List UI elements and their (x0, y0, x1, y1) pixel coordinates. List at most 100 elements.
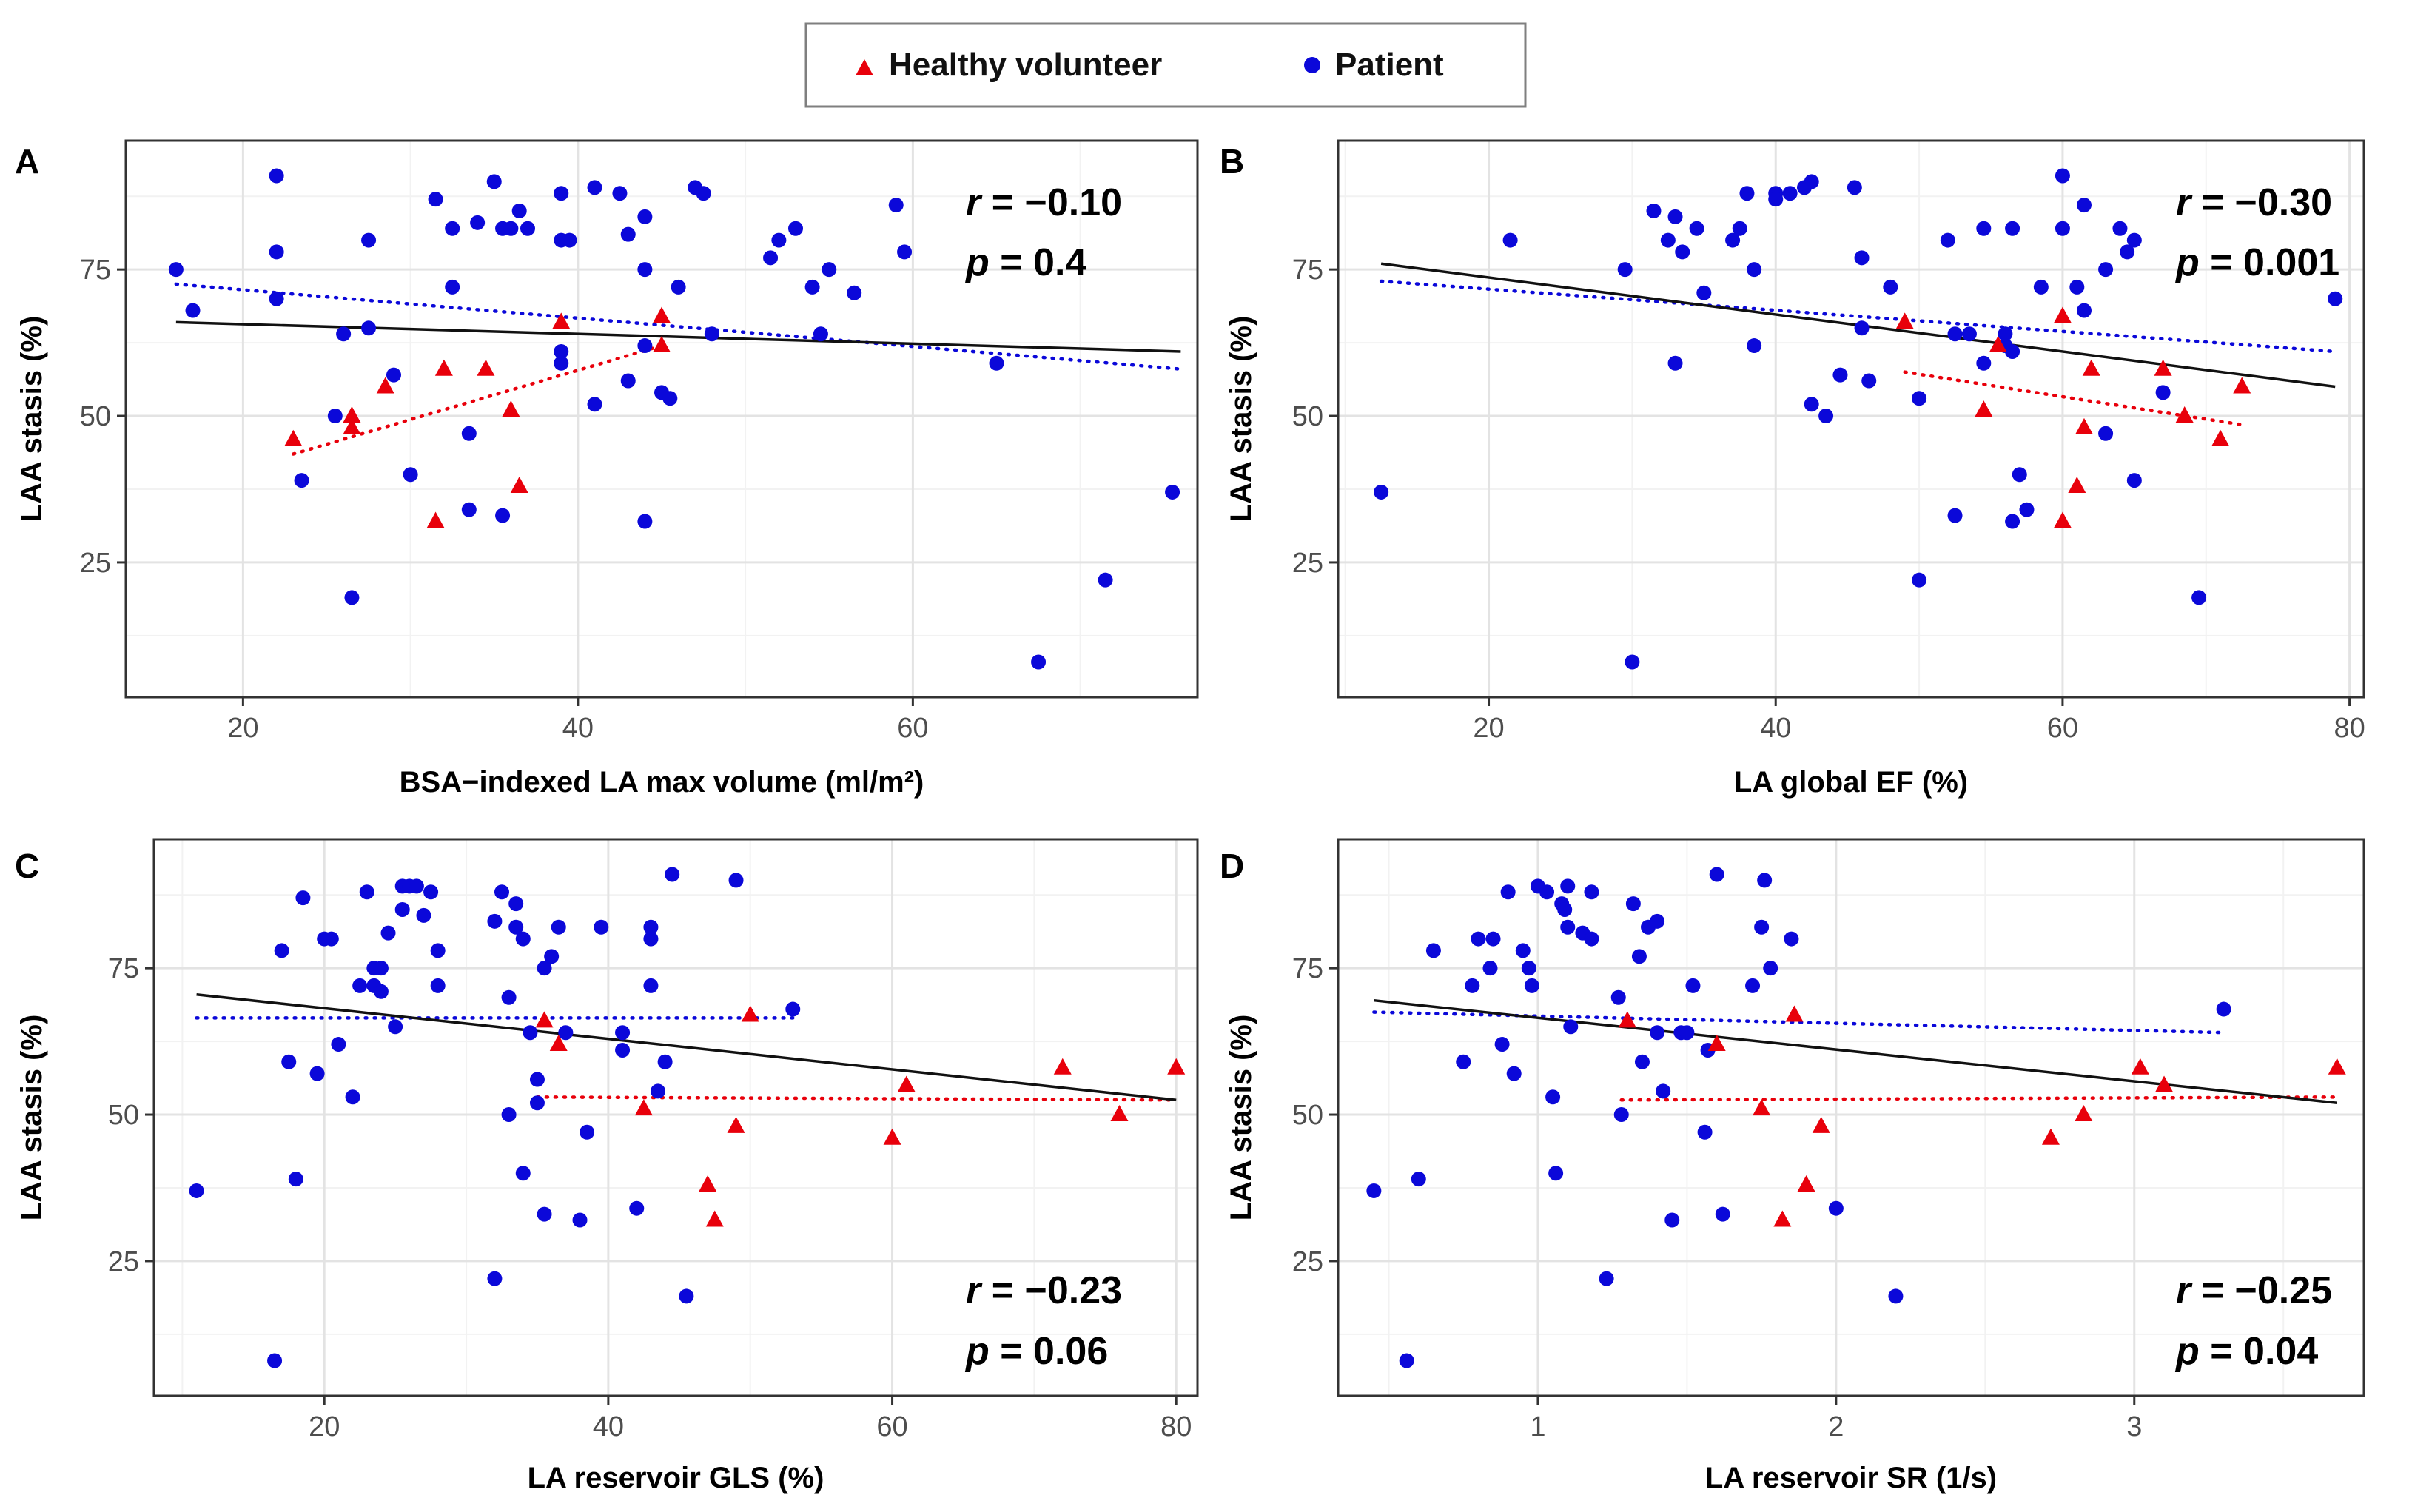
panel-b-patient-point (1502, 232, 1518, 248)
panel-d-patient-point (1521, 961, 1536, 976)
panel-c-patient-point (551, 919, 566, 935)
panel-c-healthy-point (634, 1099, 653, 1116)
panel-c-healthy-fit-line (535, 1095, 1178, 1102)
panel-a-patient-point (168, 262, 184, 278)
panel-d-healthy-point (1618, 1011, 1636, 1028)
panel-b-patient-point (1861, 373, 1877, 389)
legend-patient-marker (1304, 57, 1320, 73)
panel-c-healthy-point (883, 1128, 901, 1145)
panel-d-healthy-point (1785, 1005, 1804, 1022)
panel-c-patient-point (785, 1001, 801, 1017)
panel-c-healthy-point (1167, 1058, 1186, 1075)
panel-a-healthy-point (343, 417, 361, 434)
panel-d-healthy-fit-line (1619, 1095, 2339, 1102)
panel-c-patient-point (501, 1107, 517, 1123)
panel-d-patient-point (1515, 943, 1531, 958)
panel-c-xlabel: LA reservoir GLS (%) (528, 1462, 824, 1494)
panel-a-patient-point (620, 226, 636, 242)
panel-c-healthy-point (549, 1035, 568, 1052)
panel-b-patient-point (1696, 285, 1712, 300)
panel-b-patient-point (2077, 303, 2092, 318)
panel-d-x-tick-label: 1 (1530, 1411, 1545, 1442)
panel-b-patient-point (1617, 262, 1633, 278)
panel-b-patient-point (1768, 192, 1784, 207)
panel-a: A 20 40 60 25 50 75 BSA−indexed LA max volume… (15, 139, 1199, 799)
panel-c-patient-point (430, 943, 446, 958)
panel-a-patient-point (897, 244, 913, 260)
panel-c-patient-point (523, 1025, 538, 1041)
panel-a-healthy-point (434, 359, 453, 376)
panel-b-y-tick-label: 50 (1292, 401, 1323, 432)
panel-d-patient-point (1625, 896, 1641, 912)
panel-a-frame (124, 139, 1199, 699)
legend: Healthy volunteer Patient (804, 22, 1527, 108)
panel-a-patient-point (336, 326, 352, 342)
panel-c-patient-point (651, 1083, 666, 1099)
panel-c-healthy-point (897, 1075, 916, 1092)
panel-c-y-tick-label: 75 (108, 953, 139, 984)
panel-c-overall-fit-line (196, 993, 1177, 1101)
panel-a-patient-point (554, 343, 569, 359)
panel-b-points (1374, 168, 2343, 670)
panel-b-patient-point (1947, 326, 1963, 342)
panel-a-patient-point (386, 367, 401, 383)
panel-d: D 1 2 3 25 50 75 LA reservoir SR (1/s) LAA st… (1220, 838, 2365, 1494)
panel-a-fit-lines (174, 282, 1183, 456)
panel-c-patient-point (352, 978, 368, 993)
panel-d-patient-point (2216, 1001, 2231, 1017)
panel-a-patient-point (185, 303, 201, 318)
panel-b-patient-point (1725, 232, 1741, 248)
panel-b-ylabel: LAA stasis (%) (1225, 316, 1257, 523)
panel-c-x-tick-label: 40 (593, 1411, 624, 1442)
panel-b-patient-point (2155, 385, 2171, 400)
panel-c-healthy-point (535, 1011, 554, 1028)
panel-b-patient-point (2126, 232, 2142, 248)
panel-b-patient-point (1646, 203, 1662, 218)
panel-b-patient-point (2055, 221, 2070, 236)
panel-b-patient-point (2012, 467, 2027, 483)
panel-c-points (189, 867, 1186, 1368)
panel-d-patient-point (1757, 873, 1773, 888)
panel-a-patient-point (989, 355, 1004, 371)
panel-d-patient-point (1482, 961, 1498, 976)
panel-a-patient-point (269, 244, 284, 260)
panel-a-patient-point (637, 209, 653, 224)
panel-d-patient-point (1500, 884, 1516, 900)
panel-b-x-tick-label: 40 (1760, 713, 1791, 744)
panel-b-patient-point (1660, 232, 1676, 248)
panel-d-healthy-point (1707, 1035, 1726, 1052)
panel-c-healthy-point (727, 1116, 745, 1133)
panel-d-patient-point (1650, 913, 1665, 929)
panel-d-healthy-point (2075, 1105, 2093, 1122)
legend-healthy-label: Healthy volunteer (889, 47, 1162, 83)
panel-c-healthy-point (705, 1210, 724, 1227)
panel-d-healthy-point (2328, 1058, 2346, 1075)
panel-b-healthy-point (2053, 306, 2072, 323)
panel-d-patient-point (1709, 867, 1724, 882)
panel-c-patient-point (281, 1054, 297, 1069)
panel-a-patient-point (361, 320, 377, 336)
panel-c-patient-point (580, 1124, 595, 1140)
panel-d-patient-point (1456, 1054, 1471, 1069)
panel-d-patient-point (1650, 1025, 1665, 1041)
legend-patient-label: Patient (1335, 47, 1444, 83)
panel-b-patient-point (1998, 326, 2013, 342)
panel-c-patient-point (508, 896, 524, 912)
panel-c-patient-point (373, 984, 389, 999)
panel-b-frame (1337, 139, 2365, 699)
panel-c-patient-point (323, 931, 339, 947)
panel-c-patient-point (615, 1042, 631, 1058)
panel-d-patient-point (1685, 978, 1701, 993)
panel-c-x-tick-label: 80 (1160, 1411, 1192, 1442)
panel-c-healthy-point (699, 1175, 717, 1192)
panel-b-healthy-point (2068, 477, 2086, 494)
panel-d-patient-point (1679, 1025, 1695, 1041)
panel-b-patient-point (2005, 343, 2020, 359)
panel-d-patient-point (1634, 1054, 1650, 1069)
panel-b-patient-point (1747, 338, 1762, 354)
panel-c-patient-point (423, 884, 439, 900)
panel-d-ticks: 1 2 3 25 50 75 (1292, 953, 2143, 1442)
panel-b-patient-point (1883, 279, 1898, 295)
panel-c-stat-p: p = 0.06 (964, 1330, 1108, 1373)
panel-a-patient-point (637, 262, 653, 278)
